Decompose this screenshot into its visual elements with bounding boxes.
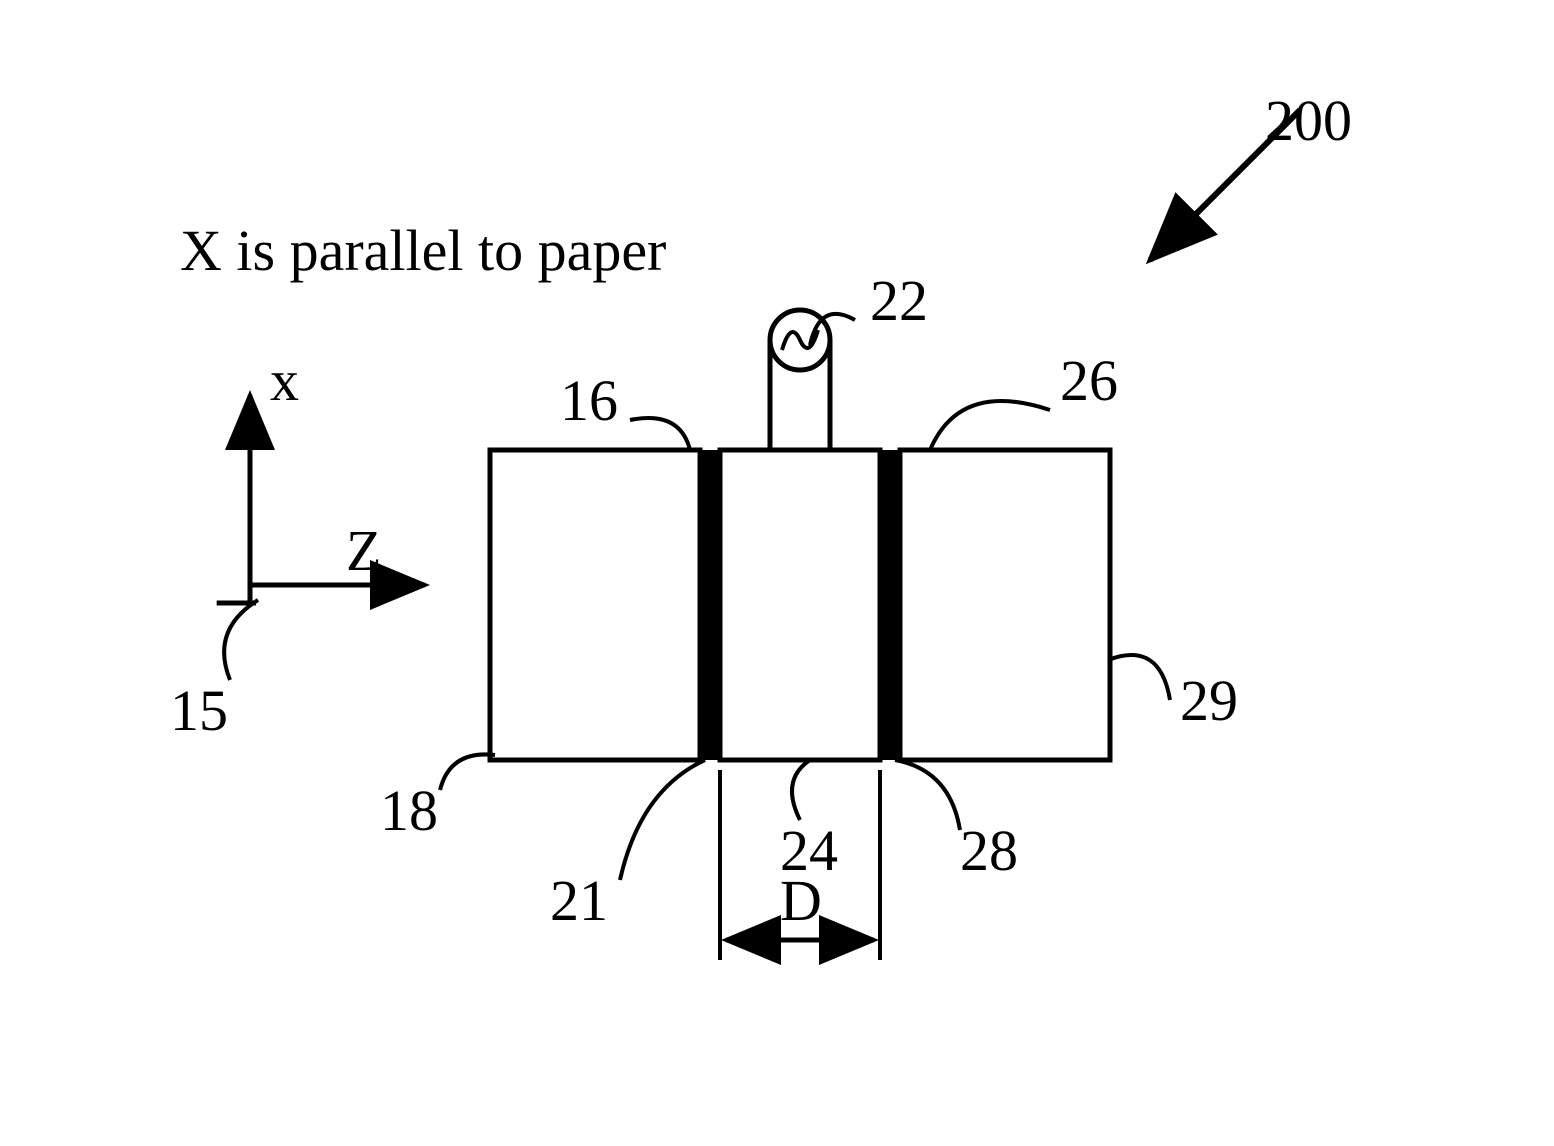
callout-26: 26 bbox=[1060, 348, 1118, 413]
bg bbox=[0, 0, 1554, 1146]
callout-15: 15 bbox=[170, 678, 228, 743]
electrode-bar-left bbox=[700, 450, 718, 760]
callout-22: 22 bbox=[870, 268, 928, 333]
callout-24: 24 bbox=[780, 818, 838, 883]
electrode-bar-right bbox=[882, 450, 900, 760]
callout-28: 28 bbox=[960, 818, 1018, 883]
patent-figure: X is parallel to paperxZD200221626151829… bbox=[0, 0, 1554, 1146]
callout-200: 200 bbox=[1265, 88, 1352, 153]
axis-z-label: Z bbox=[346, 518, 381, 583]
axis-x-label: x bbox=[270, 348, 299, 413]
callout-29: 29 bbox=[1180, 668, 1238, 733]
callout-21: 21 bbox=[550, 868, 608, 933]
callout-18: 18 bbox=[380, 778, 438, 843]
caption: X is parallel to paper bbox=[180, 218, 666, 283]
callout-16: 16 bbox=[560, 368, 618, 433]
